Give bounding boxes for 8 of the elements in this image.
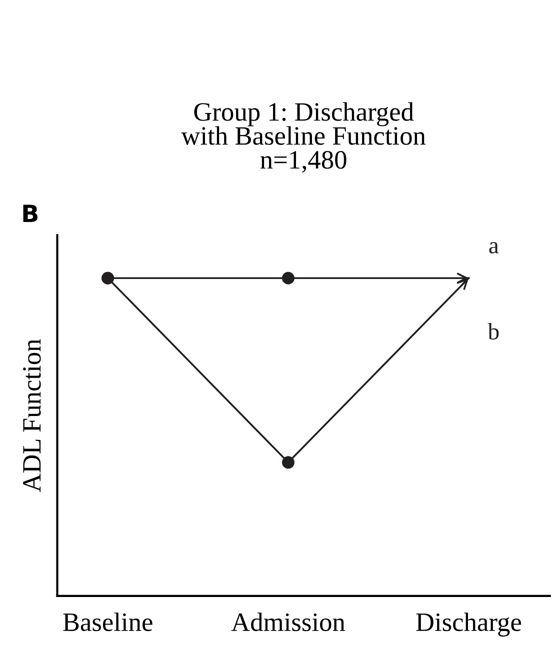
series-label: b	[488, 322, 499, 340]
y-axis-title: ADL Function	[23, 339, 41, 492]
text: B	[23, 204, 38, 222]
series-label: a	[489, 242, 499, 254]
x-tick-label: Admission	[231, 612, 346, 632]
chart-title: Group 1: Discharged with Baseline Function n=1,480	[181, 102, 426, 173]
x-tick-label: Discharge	[416, 612, 522, 637]
x-tick-label: Baseline	[63, 612, 152, 632]
